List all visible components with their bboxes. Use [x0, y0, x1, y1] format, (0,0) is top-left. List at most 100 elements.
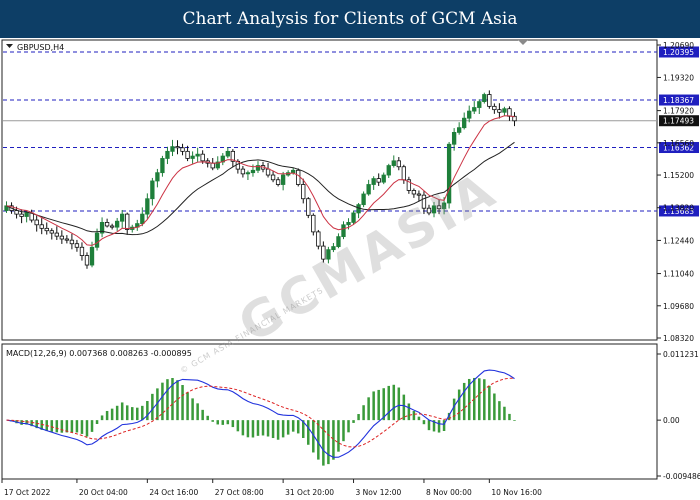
- macd-axis: 0.011231 0.00 -0.009486: [657, 350, 700, 481]
- level-tag-label: 1.20395: [663, 48, 694, 57]
- level-tag: [659, 205, 699, 217]
- candle-body: [225, 150, 230, 157]
- candle-body: [457, 127, 462, 133]
- candle-body: [115, 220, 120, 228]
- price-tick-label: 1.17920: [663, 107, 694, 116]
- candle-body: [104, 222, 110, 227]
- candle-body: [145, 198, 150, 215]
- candle-body: [74, 243, 80, 248]
- main-pane[interactable]: [1, 39, 658, 341]
- candle-body: [492, 105, 497, 111]
- candle-body: [275, 179, 281, 185]
- candle-body: [441, 202, 447, 210]
- candle-body: [64, 238, 70, 241]
- candle-body: [265, 168, 271, 176]
- candle-body: [371, 178, 376, 185]
- price-tick-label: 1.19320: [663, 73, 694, 82]
- candle-body: [54, 232, 59, 237]
- candle-body: [84, 255, 90, 266]
- candle-body: [411, 190, 417, 195]
- time-tick-label: 8 Nov 00:00: [426, 488, 472, 497]
- price-tick-label: 1.16560: [663, 139, 694, 148]
- chart-area[interactable]: GBPUSD,H4 1.203951.183671.163621.136831.…: [0, 38, 700, 500]
- time-tick-label: 20 Oct 04:00: [79, 488, 128, 497]
- candle-body: [215, 161, 220, 169]
- macd-tick-label: 0.00: [663, 416, 680, 425]
- candle-body: [230, 150, 235, 162]
- macd-line: [6, 369, 515, 458]
- level-tag-label: 1.16362: [663, 144, 694, 153]
- candle-body: [195, 153, 200, 157]
- candle-body: [507, 108, 512, 117]
- macd-tick-label: -0.009486: [663, 472, 700, 481]
- candle-body: [270, 174, 276, 181]
- candle-body: [316, 231, 321, 247]
- candle-body: [391, 160, 396, 166]
- candle-body: [150, 180, 155, 200]
- candle-body: [426, 207, 432, 214]
- chart-banner-title: Chart Analysis for Clients of GCM Asia: [0, 0, 700, 38]
- candle-body: [472, 107, 477, 112]
- candle-body: [512, 115, 517, 122]
- candle-body: [386, 165, 391, 176]
- ma-fast-line: [6, 115, 515, 246]
- candle-body: [245, 172, 251, 175]
- price-tick-label: 1.20690: [663, 41, 694, 50]
- level-tag: [659, 46, 699, 58]
- time-tick-label: 17 Oct 2022: [4, 488, 51, 497]
- candle-body: [59, 235, 64, 240]
- candle-body: [180, 147, 185, 152]
- moving-averages: [6, 115, 515, 246]
- candle-body: [109, 225, 115, 228]
- price-tick-label: 1.09680: [663, 302, 694, 311]
- candle-body: [311, 214, 316, 233]
- candle-body: [376, 178, 381, 183]
- symbol-label: GBPUSD,H4: [17, 43, 64, 52]
- candle-body: [326, 249, 331, 260]
- current-price-label: 1.17493: [663, 117, 694, 126]
- candle-body: [416, 193, 422, 196]
- price-levels: 1.20395 1.18367 1.16362 1.13683 1.17493: [3, 46, 699, 217]
- macd-histogram: [10, 377, 516, 466]
- candle-body: [170, 146, 175, 152]
- candle-body: [155, 172, 160, 182]
- candle-body: [125, 213, 130, 230]
- level-tag-label: 1.18367: [663, 96, 694, 105]
- candle-body: [436, 205, 442, 210]
- candle-body: [44, 227, 49, 232]
- candle-body: [291, 169, 296, 174]
- symbol-dropdown-icon[interactable]: [6, 44, 13, 48]
- candle-body: [34, 219, 39, 226]
- candle-body: [24, 212, 29, 217]
- candle-body: [160, 158, 165, 174]
- candle-body: [19, 213, 24, 217]
- candle-body: [336, 236, 341, 247]
- candle-body: [89, 246, 95, 266]
- candle-body: [406, 179, 412, 191]
- candle-body: [49, 230, 54, 234]
- price-tick-label: 1.08320: [663, 334, 694, 343]
- candle-body: [381, 174, 386, 183]
- scroll-marker-icon[interactable]: [518, 40, 528, 45]
- time-tick-label: 10 Nov 16:00: [491, 488, 542, 497]
- candle-body: [366, 184, 371, 195]
- candle-body: [255, 165, 261, 171]
- time-tick-label: 27 Oct 08:00: [215, 488, 264, 497]
- candle-body: [361, 193, 366, 206]
- candle-body: [431, 205, 437, 214]
- candle-body: [94, 232, 100, 248]
- candle-body: [467, 110, 472, 119]
- candle-body: [346, 222, 351, 226]
- candle-body: [451, 132, 457, 145]
- time-tick-label: 24 Oct 16:00: [149, 488, 198, 497]
- candle-body: [401, 166, 406, 181]
- candle-body: [487, 94, 492, 107]
- candle-body: [210, 162, 215, 169]
- macd-lines: [6, 369, 515, 458]
- candle-body: [99, 222, 105, 234]
- macd-title: MACD(12,26,9) 0.007368 0.008263 -0.00089…: [6, 349, 192, 358]
- candle-body: [165, 150, 170, 159]
- candle-body: [306, 198, 311, 216]
- candle-body: [79, 246, 85, 256]
- candle-body: [482, 94, 487, 103]
